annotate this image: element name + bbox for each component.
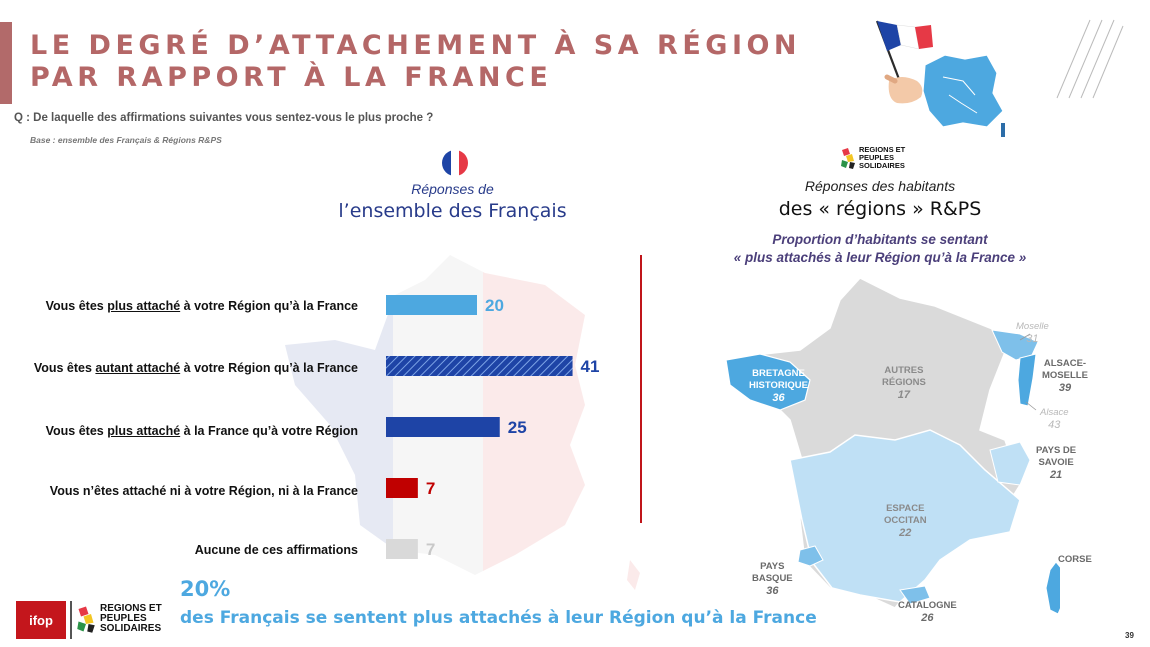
catalogne-area: [899, 585, 931, 605]
bar-value-2: 41: [581, 357, 600, 376]
page-title-line-2: PAR RAPPORT À LA FRANCE: [30, 62, 553, 93]
region-label-alsace-moselle: ALSACE- MOSELLE 39: [1042, 358, 1088, 394]
bar-2: [386, 356, 573, 376]
bretagne-area: [725, 353, 811, 411]
title-accent-bar: [0, 22, 12, 104]
decorative-lines: [1056, 19, 1124, 99]
region-label-bretagne: BRETAGNE HISTORIQUE 36: [749, 368, 808, 404]
rps-top-line-2: PEUPLES: [859, 153, 895, 162]
corse-area: [1045, 561, 1060, 615]
region-label-basque: PAYS BASQUE 36: [752, 561, 793, 597]
region-map: [725, 277, 1060, 615]
right-subheading: Réponses des habitants: [804, 178, 956, 194]
bar-1: [386, 295, 477, 315]
rps-top-line-1: REGIONS ET: [859, 145, 906, 154]
highlight-percentage: 20%: [180, 577, 231, 601]
question-text: Q : De laquelle des affirmations suivant…: [14, 112, 434, 124]
region-label-alsace: Alsace 43: [1040, 407, 1069, 431]
rps-logo-icon: [77, 606, 95, 633]
espace-occitan-area: [789, 429, 1021, 603]
region-label-autres: AUTRES RÉGIONS 17: [882, 365, 926, 401]
rps-footer-line-1: REGIONS ET: [100, 603, 162, 614]
rps-logo-top: REGIONS ET PEUPLES SOLIDAIRES: [840, 146, 905, 170]
france-flag-icon: [442, 150, 468, 176]
bar-3: [386, 417, 500, 437]
pays-basque-area: [797, 545, 824, 567]
region-value-corse: 55: [1065, 589, 1078, 601]
category-label-5: Aucune de ces affirmations: [194, 543, 358, 557]
region-label-occitan: ESPACE OCCITAN 22: [884, 503, 927, 539]
alsace-area: [1017, 353, 1037, 407]
pays-de-savoie-area: [989, 441, 1031, 486]
base-text: Base : ensemble des Français & Régions R…: [30, 135, 222, 145]
ifop-logo: ifop: [16, 601, 66, 639]
logo-separator: [70, 601, 72, 639]
category-label-1: Vous êtes plus attaché à votre Région qu…: [45, 299, 358, 313]
category-label-3: Vous êtes plus attaché à la France qu’à …: [45, 424, 358, 438]
category-label-2: Vous êtes autant attaché à votre Région …: [33, 361, 358, 375]
right-heading: des « régions » R&PS: [778, 198, 982, 220]
left-subheading: Réponses de: [411, 181, 494, 197]
rps-footer-line-3: SOLIDAIRES: [100, 623, 162, 634]
bar-value-4: 7: [426, 479, 435, 498]
rps-footer-line-2: PEUPLES: [100, 613, 147, 624]
region-label-corse: CORSE: [1058, 554, 1092, 565]
background-france-map: [285, 255, 640, 590]
page-title-line-1: LE DEGRÉ D’ATTACHEMENT À SA RÉGION: [30, 30, 802, 61]
proportion-line-2: « plus attachés à leur Région qu’à la Fr…: [733, 250, 1027, 265]
rps-logo-footer: REGIONS ET PEUPLES SOLIDAIRES: [76, 603, 162, 635]
rps-top-line-3: SOLIDAIRES: [859, 161, 905, 170]
rps-logo-icon: [841, 148, 855, 169]
region-label-moselle: Moselle 31: [1016, 321, 1049, 345]
bar-chart: 20 41 25 7 7: [386, 295, 600, 559]
bar-5: [386, 539, 418, 559]
highlight-text: des Français se sentent plus attachés à …: [180, 608, 817, 628]
bar-4: [386, 478, 418, 498]
proportion-line-1: Proportion d’habitants se sentant: [772, 232, 988, 247]
bar-value-5: 7: [426, 540, 435, 559]
bar-value-1: 20: [485, 296, 504, 315]
page-number: 39: [1125, 631, 1134, 640]
category-label-4: Vous n’êtes attaché ni à votre Région, n…: [49, 484, 358, 498]
bar-value-3: 25: [508, 418, 527, 437]
hand-holding-flag-illustration: [875, 20, 1005, 137]
left-heading: l’ensemble des Français: [338, 200, 567, 222]
region-label-catalogne: CATALOGNE 26: [898, 600, 957, 624]
vertical-divider: [640, 255, 642, 523]
region-label-savoie: PAYS DE SAVOIE 21: [1036, 445, 1077, 481]
